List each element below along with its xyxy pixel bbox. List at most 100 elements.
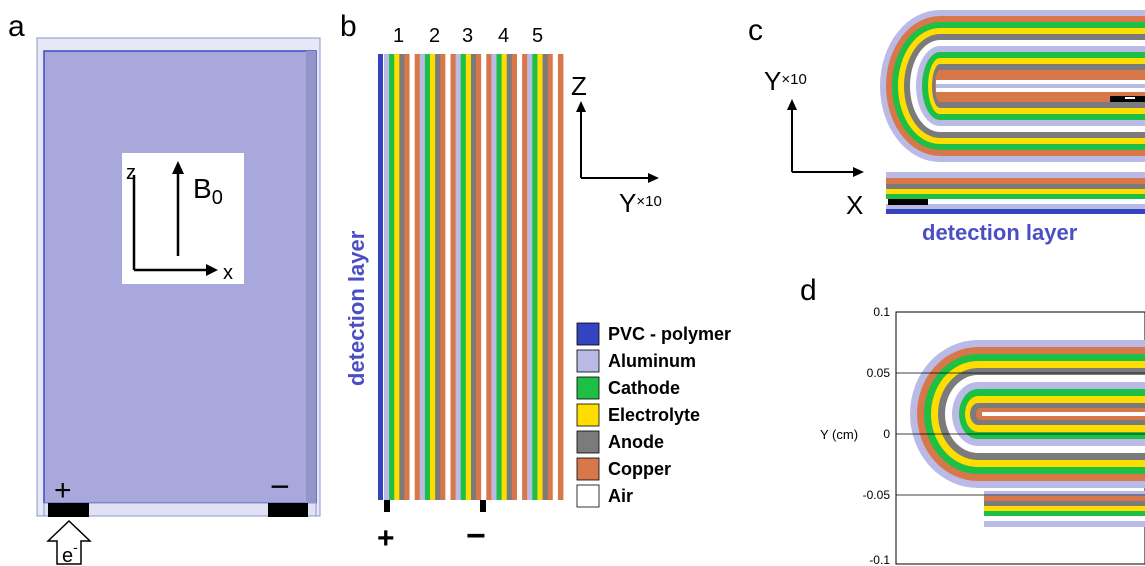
minus-sign: −: [270, 468, 290, 506]
stripe-copper: [450, 54, 456, 500]
x-arrow-head: [206, 264, 218, 276]
y-tick-0.1: 0.1: [873, 305, 890, 319]
flat-c-pvc: [886, 209, 1145, 214]
flat-c-anode: [886, 184, 1145, 189]
cell-number-1: 1: [393, 25, 404, 47]
tab-c-bottom: [888, 199, 928, 205]
z-axis-label: z: [126, 162, 136, 184]
field-label: B0: [193, 173, 223, 209]
stripe-cathode: [389, 54, 395, 500]
legend-swatch-cathode: [576, 376, 600, 400]
stripe-copper: [522, 54, 528, 500]
stripe-cathode: [424, 54, 431, 500]
stripe-aluminum: [527, 54, 533, 500]
minus-sign-b: −: [466, 517, 486, 555]
cell-number-5: 5: [532, 25, 543, 47]
flat-c-cathode: [886, 194, 1145, 199]
legend-swatch-aluminum: [576, 349, 600, 373]
layer-d-air-core: [982, 412, 1145, 416]
stripe-electrolyte: [501, 54, 508, 500]
stripe-copper: [547, 54, 554, 500]
panel-c: Y×10 X detection layer: [764, 10, 1145, 245]
legend-swatch-pvc: [576, 322, 600, 346]
stripe-anode: [542, 54, 549, 500]
panel-label-c: c: [748, 14, 763, 47]
y-axis-label-d: Y (cm): [820, 427, 858, 442]
electron-arrow: [46, 519, 92, 565]
flat-d-aluminum-2: [984, 521, 1145, 527]
y-arrow-head-b: [648, 173, 659, 183]
stripe-copper: [557, 54, 564, 500]
flat-d-aluminum: [984, 491, 1145, 496]
panel-a: + − z x B0 e-: [36, 37, 321, 566]
stripe-electrolyte: [394, 54, 400, 500]
legend-label-cathode: Cathode: [608, 378, 680, 398]
plus-sign-b: +: [377, 522, 395, 555]
stripe-cathode: [460, 54, 467, 500]
y-tick-0: 0: [883, 427, 890, 441]
y-tick--0.05: -0.05: [863, 488, 891, 502]
stripe-copper: [440, 54, 446, 500]
legend-swatch-electrolyte: [576, 403, 600, 427]
detection-layer-label-vertical: detection layer: [344, 230, 369, 386]
y-axis-label-c: Y×10: [764, 66, 807, 96]
y-tick--0.1: -0.1: [869, 553, 890, 566]
panel-label-a: a: [8, 10, 25, 43]
stripe-air: [409, 54, 416, 500]
legend-swatch-anode: [576, 430, 600, 454]
stripe-cathode: [532, 54, 538, 500]
stripe-copper: [486, 54, 492, 500]
positive-tab: [48, 503, 89, 517]
stripe-electrolyte: [430, 54, 436, 500]
stripe-anode: [470, 54, 477, 500]
stripe-aluminum: [384, 54, 390, 500]
pvc-detection-strip: [378, 54, 383, 500]
layer-c-core-line: [936, 84, 1145, 88]
stripe-aluminum: [419, 54, 426, 500]
cell-number-3: 3: [462, 25, 473, 47]
panel-label-b: b: [340, 10, 357, 43]
b0-arrow-head: [172, 161, 184, 174]
stripe-air: [552, 54, 559, 500]
stripe-anode: [506, 54, 513, 500]
positive-terminal: [384, 500, 390, 512]
stripe-air: [445, 54, 451, 500]
flat-d-cathode: [984, 511, 1145, 516]
flat-c-electrolyte: [886, 189, 1145, 194]
flat-c-aluminum: [886, 172, 1145, 178]
flat-d-electrolyte: [984, 506, 1145, 511]
panel-b: 1 2 3 4 5 detection layer + − Z Y×10: [344, 25, 662, 555]
x-axis-label: x: [223, 262, 233, 284]
negative-terminal: [480, 500, 486, 512]
flat-c-air: [886, 199, 1145, 204]
x-arrow-head-c: [853, 167, 864, 177]
layer-stripes: [384, 54, 564, 500]
legend-swatch-copper: [576, 457, 600, 481]
stripe-copper: [511, 54, 518, 500]
stripe-anode: [399, 54, 405, 500]
stripe-aluminum: [455, 54, 462, 500]
bottom-strip: [43, 502, 317, 517]
stripe-anode: [435, 54, 441, 500]
stripe-copper: [414, 54, 421, 500]
plus-sign: +: [54, 474, 72, 507]
detection-layer-label-horizontal: detection layer: [922, 220, 1078, 245]
panel-d: 0.1 0.05 0 -0.05 -0.1 Y (cm): [820, 305, 1145, 566]
cell-number-2: 2: [429, 25, 440, 47]
x-axis-label-c: X: [846, 190, 863, 220]
wound-layers-d: [910, 340, 1145, 488]
flat-d-copper: [984, 496, 1145, 501]
stripe-electrolyte: [537, 54, 543, 500]
legend-label-electrolyte: Electrolyte: [608, 405, 700, 425]
cell-edge-shade: [306, 51, 316, 503]
z-arrow-head-b: [576, 101, 586, 112]
tab-c-top-mark: [1125, 97, 1135, 99]
y-arrow-head-c: [787, 99, 797, 110]
flat-layers-bottom: [886, 172, 1145, 214]
cell-number-4: 4: [498, 25, 509, 47]
legend-swatch-air: [576, 484, 600, 508]
axis-inset: [122, 153, 244, 284]
negative-tab: [268, 503, 308, 517]
legend-label-air: Air: [608, 486, 633, 506]
